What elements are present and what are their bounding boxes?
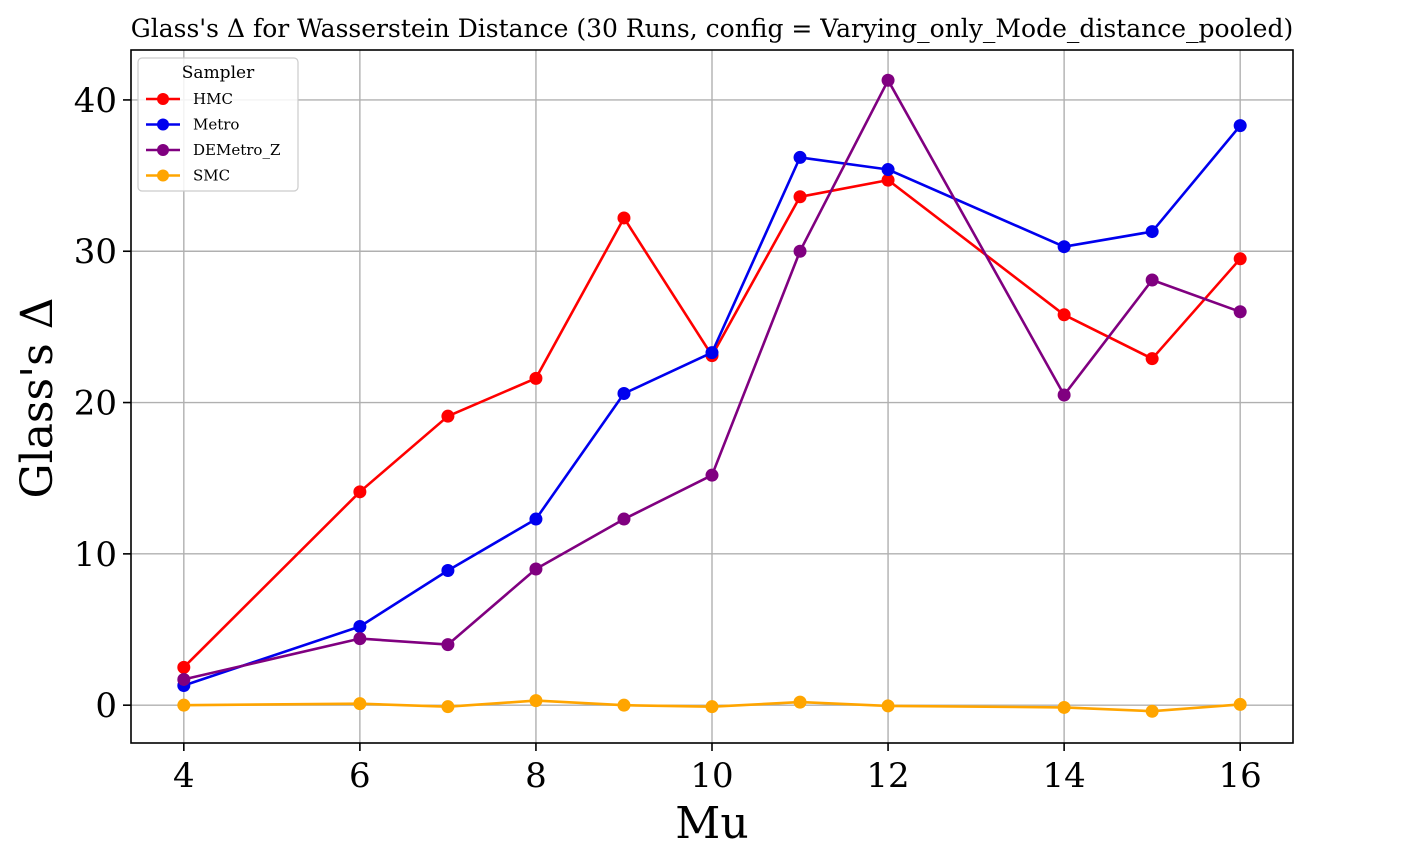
legend-label: HMC [193,90,233,108]
series-lines [177,73,1247,718]
data-point [881,163,895,177]
legend-item: DEMetro_Z [146,141,280,159]
data-point [529,694,543,708]
x-tick-label: 16 [1219,756,1262,796]
legend-swatch-marker [157,169,169,182]
data-point [177,698,191,712]
data-point [353,697,367,711]
data-point [705,346,719,360]
data-point [793,150,807,164]
data-point [1145,352,1159,366]
series-metro [177,119,1247,693]
legend-title: Sampler [182,63,255,83]
legend-swatch-marker [157,118,169,131]
legend-item: SMC [146,167,230,185]
x-tick-label: 8 [525,756,547,796]
y-tick-label: 0 [95,686,117,726]
data-point [1145,225,1159,239]
legend-box [137,57,299,192]
data-point [1145,704,1159,718]
data-point [1057,240,1071,254]
data-point [705,700,719,714]
series-smc [177,694,1247,718]
data-point [881,73,895,87]
y-tick-label: 20 [74,384,117,424]
data-point [1233,252,1247,266]
data-point [1233,305,1247,319]
data-point [617,211,631,225]
data-point [441,564,455,578]
data-point [1233,697,1247,711]
data-point [353,632,367,646]
legend-item: HMC [146,90,233,108]
x-axis-label: Mu [675,798,748,849]
data-point [353,485,367,499]
data-point [441,409,455,423]
chart-title: Glass's Δ for Wasserstein Distance (30 R… [131,14,1293,43]
legend-label: SMC [193,167,230,185]
legend-label: Metro [193,116,239,134]
legend-swatch-marker [157,144,169,156]
data-point [1057,388,1071,402]
data-point [529,512,543,526]
y-axis-label: Glass's Δ [12,297,63,498]
data-point [177,672,191,686]
legend-items: HMC Metro DEMetro_Z SMC [146,90,280,185]
grid-lines [131,50,1293,743]
data-point [617,386,631,400]
data-point [529,562,543,576]
data-point [793,190,807,204]
data-point [353,619,367,633]
data-point [1057,308,1071,322]
plot-frame [130,49,1294,744]
data-point [881,173,895,187]
legend-label: DEMetro_Z [193,141,280,159]
data-point [617,512,631,526]
axis-ticks: 4 6 8 10 12 14 16 0 10 20 30 40 [74,81,1262,796]
x-tick-label: 6 [349,756,371,796]
data-point [793,244,807,258]
x-tick-label: 10 [690,756,733,796]
legend-item: Metro [146,116,239,134]
legend-swatch-marker [157,93,169,105]
data-point [705,468,719,482]
data-point [177,660,191,674]
data-point [441,638,455,652]
x-tick-label: 12 [866,756,909,796]
y-tick-label: 30 [74,232,117,272]
y-tick-label: 10 [74,535,117,575]
data-point [1145,273,1159,287]
x-tick-label: 4 [173,756,195,796]
y-tick-label: 40 [74,81,117,121]
data-point [1233,119,1247,133]
data-point [441,700,455,714]
data-point [881,699,895,713]
data-point [529,371,543,385]
data-point [617,698,631,712]
legend: Sampler HMC Metro DEMetro_Z SMC [137,57,299,192]
x-tick-label: 14 [1042,756,1085,796]
data-point [1057,700,1071,714]
series-demetro-z [177,73,1247,686]
data-point [793,695,807,709]
